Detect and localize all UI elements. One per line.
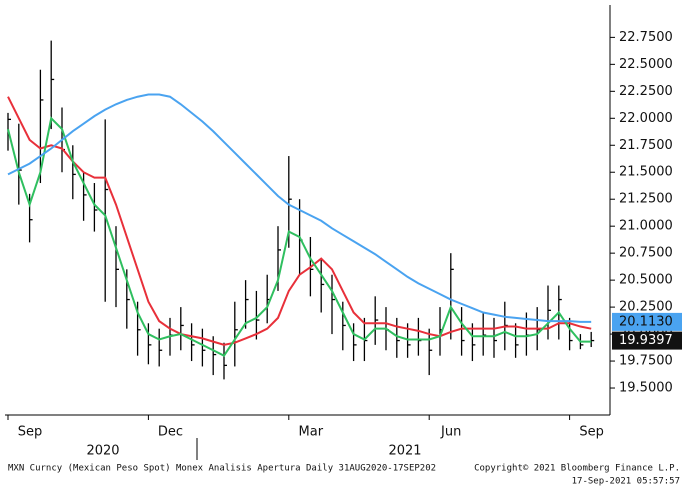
moving-average [7, 116, 592, 357]
footer-right: Copyright© 2021 Bloomberg Finance L.P. [474, 464, 680, 474]
y-tick-label: 20.7500 [619, 246, 673, 261]
y-tick-label: 20.5000 [619, 273, 673, 288]
last-value-box [612, 312, 682, 331]
x-tick-label: Jun [440, 425, 461, 440]
last-close-box [612, 331, 682, 350]
moving-average [7, 93, 592, 323]
last-value-label: 20.1130 [619, 314, 673, 329]
y-tick-label: 22.2500 [619, 84, 673, 99]
y-tick-label: 20.2500 [619, 300, 673, 315]
y-tick-label: 22.0000 [619, 111, 673, 126]
y-tick-label: 21.2500 [619, 192, 673, 207]
y-tick-label: 21.0000 [619, 219, 673, 234]
last-close-label: 19.9397 [619, 333, 673, 348]
y-tick-label: 22.7500 [619, 30, 673, 45]
y-tick-label: 22.5000 [619, 57, 673, 72]
x-tick-label: Dec [158, 425, 183, 440]
y-tick-label: 19.5000 [619, 381, 673, 396]
footer-timestamp: 17-Sep-2021 05:57:57 [572, 477, 680, 487]
x-tick-label: Sep [579, 425, 604, 440]
footer-left: MXN Curncy (Mexican Peso Spot) Monex Ana… [8, 464, 436, 474]
y-tick-label: 19.7500 [619, 354, 673, 369]
x-tick-label: Mar [299, 425, 324, 440]
moving-average [7, 96, 592, 346]
y-tick-label: 21.5000 [619, 165, 673, 180]
y-tick-label: 21.7500 [619, 138, 673, 153]
year-label: 2021 [388, 444, 421, 459]
x-tick-label: Sep [18, 425, 43, 440]
year-label: 2020 [86, 444, 119, 459]
